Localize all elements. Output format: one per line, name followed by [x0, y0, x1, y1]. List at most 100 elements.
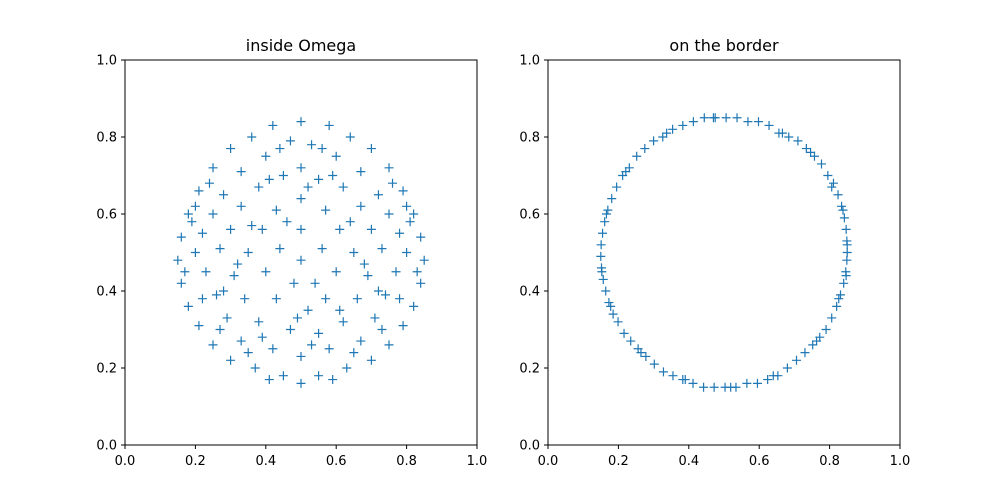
data-point	[632, 151, 642, 161]
y-axis-ticks: 0.0 0.2 0.4 0.6 0.8 1.0	[519, 54, 548, 454]
data-point	[419, 255, 429, 265]
data-point	[841, 224, 851, 234]
data-point	[342, 363, 352, 373]
data-point	[268, 120, 278, 130]
y-tick-label: 0.6	[96, 208, 117, 223]
plot-title: on the border	[669, 36, 779, 55]
data-point	[296, 255, 306, 265]
data-point	[641, 351, 651, 361]
data-point	[247, 221, 257, 231]
data-point	[324, 120, 334, 130]
x-tick-label: 1.0	[890, 454, 911, 469]
data-point	[271, 205, 281, 215]
data-point	[212, 290, 222, 300]
data-point	[649, 359, 659, 369]
data-point	[416, 278, 426, 288]
x-tick-label: 0.8	[396, 454, 417, 469]
data-point	[377, 325, 387, 334]
data-point	[366, 144, 376, 154]
y-tick-label: 0.2	[519, 362, 540, 377]
data-point	[236, 336, 246, 346]
data-point	[412, 267, 422, 277]
data-point	[613, 317, 623, 327]
data-point	[366, 355, 376, 365]
data-point	[296, 351, 306, 361]
data-point	[402, 248, 412, 257]
plot-frame	[547, 59, 901, 446]
data-point	[373, 190, 383, 200]
data-point	[678, 120, 688, 130]
data-point	[782, 363, 792, 373]
data-point	[233, 259, 243, 269]
data-point	[236, 201, 246, 211]
data-point	[331, 267, 341, 277]
data-point	[366, 224, 376, 234]
data-point	[201, 267, 211, 277]
data-point	[197, 228, 207, 238]
data-point	[828, 178, 838, 188]
y-tick-label: 0.8	[519, 131, 540, 146]
data-point	[328, 375, 338, 385]
scatter-plot-on-the-border: on the border 0.0 0.2 0.4 0.6 0.8 1.0 0.00.20…	[519, 36, 910, 469]
data-point	[278, 371, 288, 381]
data-point	[402, 201, 412, 211]
data-point	[254, 182, 264, 192]
y-tick-label: 0.4	[519, 285, 540, 300]
data-point	[307, 340, 317, 350]
data-point	[345, 217, 355, 227]
data-point	[356, 336, 366, 346]
data-point	[226, 224, 236, 234]
data-point	[219, 190, 229, 200]
data-point	[243, 248, 253, 257]
data-point	[314, 328, 324, 338]
data-point	[409, 301, 419, 311]
data-point	[808, 340, 818, 350]
data-point	[384, 340, 394, 350]
data-point	[708, 113, 718, 123]
data-point	[405, 217, 415, 227]
data-point	[264, 174, 274, 184]
x-tick-label: 0.2	[608, 454, 629, 469]
x-tick-label: 0.6	[749, 454, 770, 469]
y-axis-ticks: 0.0 0.2 0.4 0.6 0.8 1.0	[96, 54, 125, 454]
data-point	[285, 325, 295, 334]
data-point	[395, 294, 405, 304]
data-point	[596, 251, 606, 261]
data-point	[208, 163, 218, 173]
data-point	[384, 163, 394, 173]
data-point	[391, 267, 401, 277]
data-point	[338, 317, 348, 327]
data-point	[688, 378, 698, 388]
data-point	[388, 178, 398, 188]
data-point	[250, 363, 260, 373]
data-point	[841, 271, 851, 281]
data-point	[834, 294, 844, 304]
data-point	[278, 171, 288, 180]
data-point	[380, 290, 390, 300]
data-point	[285, 136, 295, 146]
x-tick-label: 0.4	[255, 454, 276, 469]
data-point	[275, 144, 285, 154]
data-point	[331, 151, 341, 161]
data-point	[264, 375, 274, 385]
data-point	[612, 182, 622, 192]
data-point	[395, 228, 405, 238]
data-point	[607, 194, 617, 204]
data-point	[183, 301, 193, 311]
data-point	[793, 136, 803, 146]
data-point	[838, 205, 848, 215]
data-point	[176, 232, 186, 242]
data-point	[363, 271, 373, 281]
data-point	[837, 201, 847, 211]
x-tick-label: 0.6	[326, 454, 347, 469]
data-point	[356, 201, 366, 211]
y-tick-label: 0.0	[519, 439, 540, 454]
data-point	[240, 294, 250, 304]
data-point	[314, 174, 324, 184]
data-point	[833, 190, 843, 200]
data-point	[668, 371, 678, 381]
data-point	[416, 232, 426, 242]
data-point	[197, 294, 207, 304]
data-point	[600, 217, 610, 227]
data-point	[827, 313, 837, 323]
